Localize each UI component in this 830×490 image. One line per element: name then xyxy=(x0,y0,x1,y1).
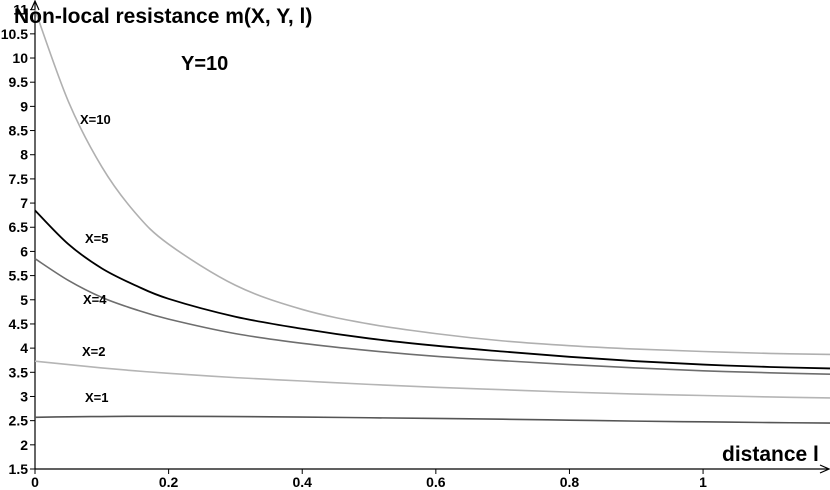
chart-annotation: Y=10 xyxy=(181,53,228,75)
y-tick-label: 5.5 xyxy=(9,268,29,284)
x-axis: 0 0.2 0.4 0.6 0.8 1 xyxy=(31,464,830,490)
x-tick-label: 1 xyxy=(699,474,707,490)
y-tick-label: 4.5 xyxy=(9,316,29,332)
y-tick-label: 1.5 xyxy=(9,461,29,477)
series-label-x2: X=2 xyxy=(82,344,106,359)
x-tick-label: 0.2 xyxy=(159,474,179,490)
y-tick-label: 2.5 xyxy=(9,413,29,429)
y-tick-label: 3.5 xyxy=(9,364,29,380)
y-axis: 1.5 2 2.5 3 3.5 4 4.5 5 5.5 6 6.5 7 7.5 8 8.5 9 9.5 10 10.… xyxy=(1,0,40,477)
series-lines xyxy=(34,9,830,424)
y-tick-label: 8 xyxy=(20,147,28,163)
y-tick-label: 10.5 xyxy=(1,26,28,42)
series-label-x4: X=4 xyxy=(83,292,107,307)
y-tick-label: 2 xyxy=(20,437,28,453)
x-axis-title: distance l xyxy=(722,443,819,466)
series-label-x5: X=5 xyxy=(85,231,109,246)
series-label-x10: X=10 xyxy=(80,112,111,127)
y-tick-label: 10 xyxy=(12,50,28,66)
y-tick-label: 6 xyxy=(20,243,28,259)
y-tick-label: 9 xyxy=(20,98,28,114)
x-tick-label: 0.8 xyxy=(560,474,580,490)
y-tick-label: 7.5 xyxy=(9,171,29,187)
y-tick-label: 11 xyxy=(13,2,28,18)
y-tick-label: 5 xyxy=(20,292,28,308)
y-axis-arrow xyxy=(30,0,40,11)
y-tick-label: 7 xyxy=(20,195,28,211)
x-tick-label: 0.4 xyxy=(292,474,312,490)
series-line-x5 xyxy=(34,209,830,370)
x-axis-arrow xyxy=(819,464,830,474)
series-line-x1 xyxy=(34,415,830,424)
y-tick-label: 8.5 xyxy=(9,123,29,139)
series-line-x4 xyxy=(34,258,830,376)
y-tick-label: 6.5 xyxy=(9,219,29,235)
series-line-x10 xyxy=(34,9,830,356)
y-tick-label: 4 xyxy=(20,340,28,356)
x-tick-label: 0 xyxy=(31,474,39,490)
series-line-x2 xyxy=(34,360,830,399)
y-tick-label: 9.5 xyxy=(9,74,29,90)
x-tick-label: 0.6 xyxy=(426,474,446,490)
y-axis-title: Non-local resistance m(X, Y, l) xyxy=(14,5,312,28)
series-label-x1: X=1 xyxy=(85,390,109,405)
y-tick-label: 3 xyxy=(20,388,28,404)
